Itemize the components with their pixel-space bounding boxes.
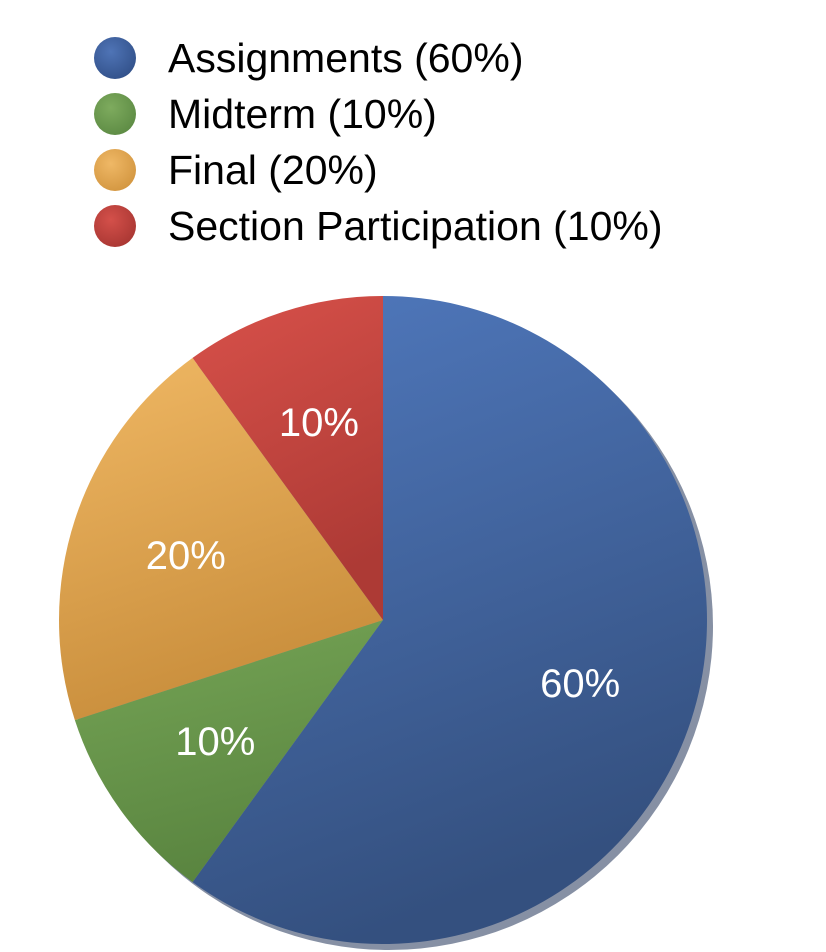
legend-label: Final (20%)	[168, 147, 378, 193]
pie-slice-section-participation	[192, 296, 383, 620]
slice-label-midterm: 10%	[175, 720, 255, 764]
legend-label: Assignments (60%)	[168, 35, 523, 81]
legend-item-midterm: Midterm (10%)	[94, 91, 437, 137]
pie-slice-assignments	[192, 296, 707, 944]
legend-marker	[94, 37, 136, 79]
slice-label-section-participation: 10%	[279, 401, 359, 445]
legend-item-section-participation: Section Participation (10%)	[94, 203, 663, 249]
legend-label: Midterm (10%)	[168, 91, 437, 137]
legend-item-final: Final (20%)	[94, 147, 378, 193]
pie-slice-midterm	[74, 620, 383, 883]
pie-slice-final	[58, 357, 384, 721]
legend-marker	[94, 93, 136, 135]
slice-label-final: 20%	[146, 534, 226, 578]
chart-legend: Assignments (60%) Midterm (10%) Final (20%…	[94, 35, 663, 249]
legend-marker	[94, 205, 136, 247]
slice-label-assignments: 60%	[540, 662, 620, 706]
legend-item-assignments: Assignments (60%)	[94, 35, 523, 81]
pie-slices	[58, 296, 713, 950]
legend-label: Section Participation (10%)	[168, 203, 663, 249]
legend-marker	[94, 149, 136, 191]
slice-labels: 60% 10% 20% 10%	[146, 401, 620, 764]
